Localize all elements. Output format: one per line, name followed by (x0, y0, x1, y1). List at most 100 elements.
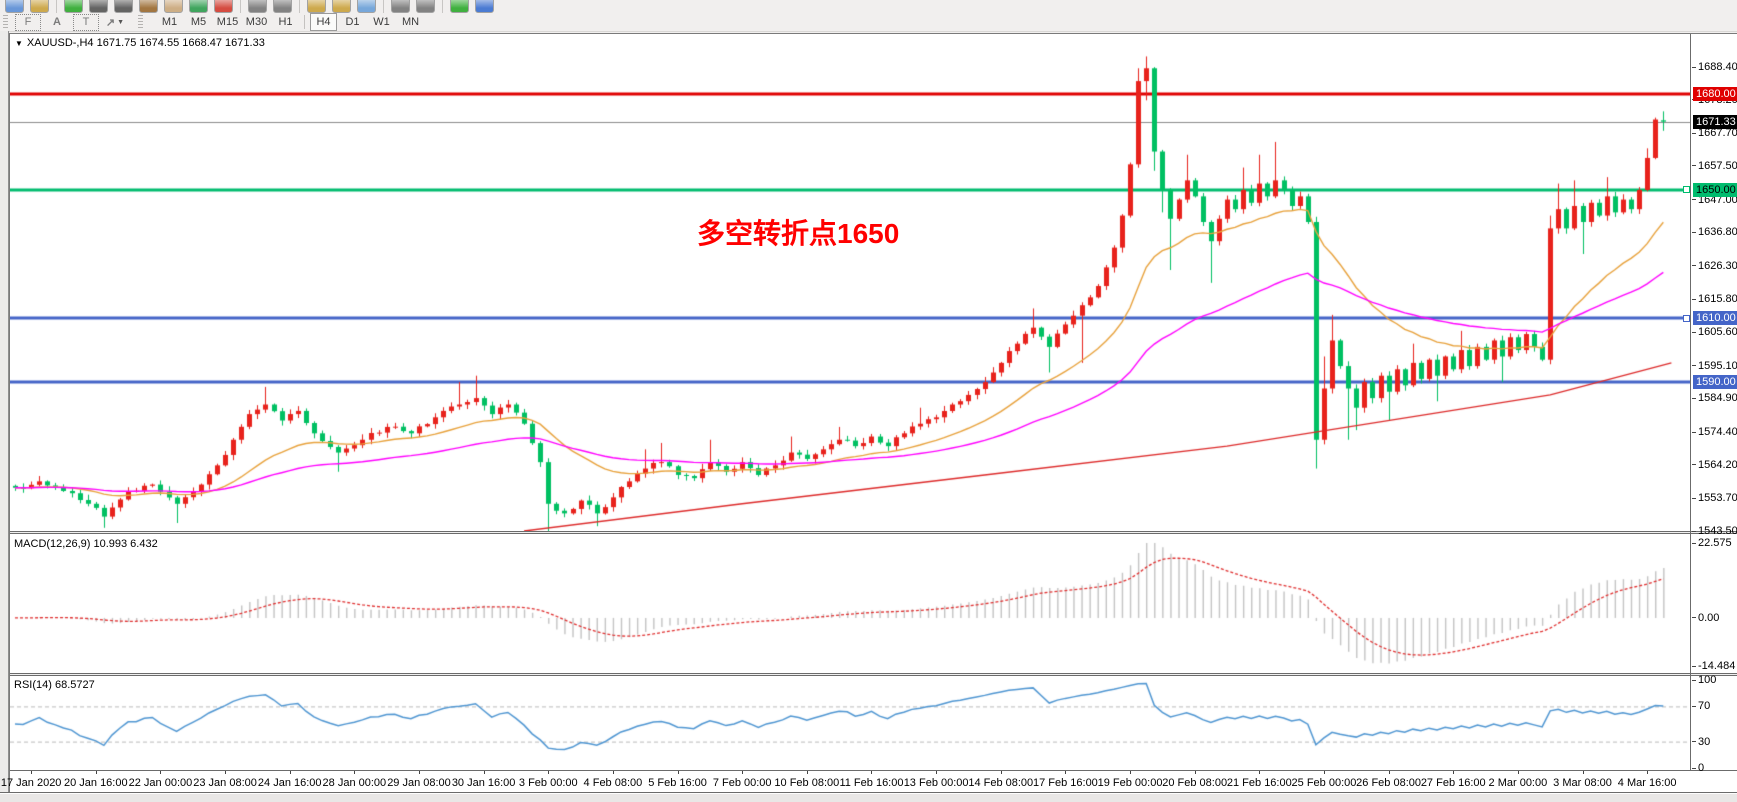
draw-arrows-icon[interactable]: ↗ ▼ (105, 16, 125, 29)
price-tick-mark (1692, 231, 1696, 233)
timeframe-button-d1[interactable]: D1 (345, 16, 360, 28)
indicator-tick-label: 70 (1698, 700, 1711, 713)
indicator-tick-mark (1692, 767, 1696, 769)
time-tick-label: 26 Feb 08:00 (1356, 777, 1422, 789)
time-tick-mark (354, 771, 356, 774)
zoom-in-icon[interactable] (307, 0, 326, 13)
text-box-icon[interactable]: T (73, 13, 99, 31)
time-tick-label: 10 Feb 08:00 (774, 777, 840, 789)
price-tick-mark (1692, 66, 1696, 68)
market-watch-icon[interactable] (89, 0, 108, 13)
current-price-badge: 1671.33 (1693, 114, 1737, 129)
timeframe-button-h4[interactable]: H4 (310, 13, 337, 31)
price-line-badge-1590-00: 1590.00 (1693, 375, 1737, 390)
price-tick-mark (1692, 431, 1696, 433)
indicator-tick-label: 0 (1698, 762, 1705, 774)
price-tick-label: 1667.70 (1698, 127, 1737, 140)
timeframe-button-m1[interactable]: M1 (161, 16, 178, 28)
toolbar-grip[interactable] (3, 15, 8, 29)
time-tick-mark (483, 771, 485, 774)
ink-icon[interactable] (139, 0, 158, 13)
time-tick-mark (31, 771, 33, 774)
time-tick-label: 5 Feb 16:00 (648, 777, 707, 789)
price-tick-label: 1553.70 (1698, 492, 1737, 505)
new-order-icon[interactable] (64, 0, 83, 13)
time-tick-label: 21 Feb 16:00 (1226, 777, 1292, 789)
time-tick-mark (871, 771, 873, 774)
tile-windows-icon[interactable] (357, 0, 376, 13)
time-tick-label: 14 Feb 08:00 (968, 777, 1034, 789)
time-tick-mark (677, 771, 679, 774)
toolbar-separator (56, 0, 57, 13)
time-tick-mark (289, 771, 291, 774)
refresh-icon[interactable] (475, 0, 494, 13)
time-tick-mark (1517, 771, 1519, 774)
timeframe-button-h1[interactable]: H1 (278, 16, 293, 28)
indicator-tick-mark (1692, 705, 1696, 707)
time-tick-label: 29 Jan 08:00 (387, 777, 451, 789)
alert-icon[interactable] (214, 0, 233, 13)
indicator-tick-label: 30 (1698, 735, 1711, 748)
price-tick-mark (1692, 464, 1696, 466)
time-tick-label: 24 Jan 16:00 (257, 777, 322, 789)
hline-tool-icon[interactable] (391, 0, 410, 13)
timeframe-button-m15[interactable]: M15 (216, 16, 239, 28)
rsi-canvas[interactable] (10, 676, 1690, 770)
hline-handle[interactable] (1683, 314, 1690, 322)
price-axis[interactable]: 1688.401678.201667.701657.501647.001636.… (1692, 34, 1737, 793)
price-tick-mark (1692, 132, 1696, 134)
time-tick-label: 2 Mar 00:00 (1488, 777, 1548, 789)
price-tick-mark (1692, 199, 1696, 201)
timeframe-button-m30[interactable]: M30 (245, 16, 268, 28)
indicator-tick-label: 100 (1698, 674, 1717, 686)
mail-icon[interactable] (164, 0, 183, 13)
vline-tool-icon[interactable] (416, 0, 435, 13)
time-tick-mark (95, 771, 97, 774)
indicator-tick-mark (1692, 741, 1696, 743)
toolbar-row-2: F A T ↗ ▼ M1 M5 M15 M30 H1 H4 D1 W1 MN (0, 13, 1737, 32)
terminal-dock-edge (0, 792, 1737, 802)
symbol-dropdown-icon[interactable]: ▼ (15, 39, 23, 48)
add-indicator-icon[interactable] (450, 0, 469, 13)
price-tick-label: 1657.50 (1698, 159, 1737, 172)
price-tick-label: 1543.50 (1698, 525, 1737, 537)
macd-label: MACD(12,26,9) 10.993 6.432 (14, 538, 158, 550)
chart-text-annotation[interactable]: 多空转折点1650 (697, 218, 900, 249)
zoom-icon[interactable] (30, 0, 49, 13)
cursor-icon[interactable] (248, 0, 267, 13)
zoom-out-icon[interactable] (332, 0, 351, 13)
dropdown-caret-icon[interactable]: ▼ (117, 18, 125, 26)
time-tick-label: 27 Feb 16:00 (1420, 777, 1486, 789)
main-chart-canvas[interactable] (10, 34, 1690, 531)
time-tick-label: 20 Feb 08:00 (1162, 777, 1228, 789)
time-axis[interactable]: 17 Jan 2020 20 Jan 16:00 22 Jan 00:00 23 Ja… (1, 771, 1737, 793)
panel-divider-macd-rsi[interactable] (10, 673, 1737, 676)
crosshair-icon[interactable] (273, 0, 292, 13)
time-tick-label: 17 Feb 16:00 (1032, 777, 1098, 789)
timeframe-button-mn[interactable]: MN (401, 16, 420, 28)
price-tick-mark (1692, 397, 1696, 399)
panel-divider-main-macd[interactable] (10, 531, 1737, 534)
indicator-tick-label: 0.00 (1698, 611, 1720, 624)
data-window-icon[interactable] (114, 0, 133, 13)
time-tick-label: 3 Mar 08:00 (1553, 777, 1612, 789)
timeframe-button-m5[interactable]: M5 (190, 16, 207, 28)
web-icon[interactable] (189, 0, 208, 13)
timeframe-toolbar-grip[interactable] (138, 15, 143, 29)
price-tick-label: 1688.40 (1698, 61, 1737, 73)
fibo-grid-icon[interactable]: F (15, 13, 41, 31)
toolbar-separator (383, 0, 384, 13)
macd-canvas[interactable] (10, 535, 1690, 673)
time-tick-label: 4 Mar 16:00 (1617, 777, 1677, 789)
chart-window: ▼ XAUUSD-,H4 1671.75 1674.55 1668.47 1671… (1, 33, 1737, 793)
hline-handle[interactable] (1683, 186, 1690, 194)
price-line-badge-1680-00: 1680.00 (1693, 86, 1737, 101)
timeframe-button-w1[interactable]: W1 (373, 16, 390, 28)
time-tick-label: 20 Jan 16:00 (63, 777, 128, 789)
time-tick-label: 3 Feb 00:00 (518, 777, 578, 789)
new-chart-icon[interactable] (5, 0, 24, 13)
price-tick-label: 1584.90 (1698, 392, 1737, 405)
time-tick-label: 11 Feb 16:00 (839, 777, 904, 789)
time-tick-label: 19 Feb 00:00 (1097, 777, 1163, 789)
text-label-icon[interactable]: A (53, 16, 61, 28)
